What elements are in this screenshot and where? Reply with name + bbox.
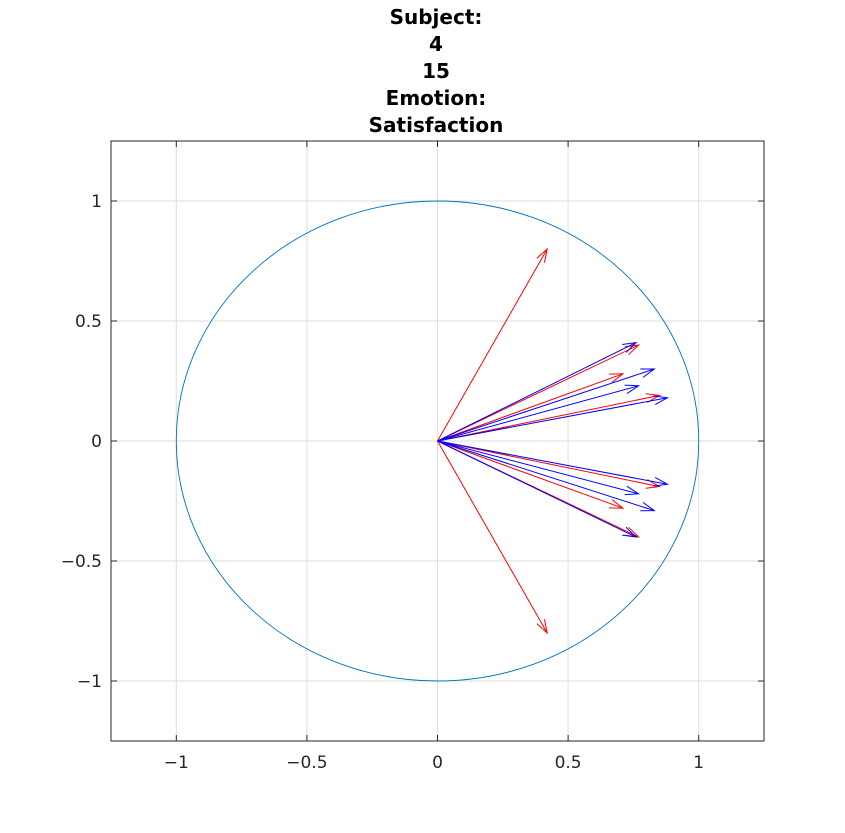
blue-arrow-shaft-4 <box>437 440 668 485</box>
red-arrow-head-5 <box>608 499 625 509</box>
red-arrow-head-2 <box>608 373 625 383</box>
blue-arrow-shaft-2 <box>437 385 639 442</box>
y-tick-label-2: 0 <box>91 432 102 452</box>
red-arrow-shaft-7 <box>437 440 548 634</box>
title-line-4: Emotion: <box>386 86 487 110</box>
x-tick-label-3: 0.5 <box>555 753 582 773</box>
y-tick-label-0: 1 <box>91 192 102 212</box>
red-arrow-4 <box>437 440 662 489</box>
blue-arrow-head-1 <box>640 368 656 378</box>
red-arrow-5 <box>437 440 625 509</box>
red-arrow-shaft-5 <box>437 440 624 509</box>
red-arrow-head-4 <box>645 479 662 489</box>
chart-title: Subject: 4 15 Emotion: Satisfaction <box>369 5 504 137</box>
title-line-5: Satisfaction <box>369 113 504 137</box>
red-arrow-3 <box>437 393 662 442</box>
blue-arrow-head-6 <box>640 501 656 512</box>
unit-circle <box>175 200 700 682</box>
red-arrow-2 <box>437 373 625 442</box>
x-tick-label-0: −1 <box>164 753 189 773</box>
title-line-2: 4 <box>429 32 443 56</box>
blue-arrow-1 <box>437 368 656 442</box>
red-arrow-0 <box>437 247 548 442</box>
x-tick-label-4: 1 <box>693 753 704 773</box>
y-tick-label-4: −1 <box>77 672 102 692</box>
red-arrow-shaft-1 <box>437 344 639 442</box>
red-arrow-shaft-0 <box>437 248 548 442</box>
x-tick-label-1: −0.5 <box>286 753 327 773</box>
red-arrow-head-3 <box>645 393 662 403</box>
blue-arrow-head-0 <box>622 341 638 353</box>
title-line-1: Subject: <box>390 5 483 29</box>
red-arrow-shaft-2 <box>437 373 624 442</box>
blue-arrow-shaft-3 <box>437 397 668 442</box>
blue-arrow-shaft-7 <box>437 440 637 538</box>
red-arrow-shaft-3 <box>437 394 660 442</box>
blue-arrow-head-7 <box>622 526 638 538</box>
blue-arrow-shaft-0 <box>437 342 637 442</box>
blue-arrow-6 <box>437 440 656 512</box>
red-arrow-7 <box>437 440 548 635</box>
plot-area <box>175 200 700 682</box>
blue-arrow-4 <box>437 440 669 487</box>
x-tick-label-2: 0 <box>432 753 443 773</box>
blue-arrow-head-3 <box>653 395 669 406</box>
title-line-3: 15 <box>422 59 450 83</box>
red-arrow-head-7 <box>536 619 548 635</box>
blue-arrow-head-2 <box>624 384 641 394</box>
blue-arrow-shaft-6 <box>437 440 655 512</box>
blue-arrow-shaft-5 <box>437 440 639 495</box>
blue-arrow-2 <box>437 384 641 442</box>
blue-arrow-3 <box>437 395 669 442</box>
red-arrow-head-0 <box>536 247 548 263</box>
blue-arrow-head-5 <box>624 485 641 496</box>
y-tick-label-1: 0.5 <box>75 312 102 332</box>
blue-arrow-head-4 <box>653 476 669 487</box>
blue-arrow-0 <box>437 341 638 442</box>
blue-arrow-7 <box>437 440 638 538</box>
blue-arrow-5 <box>437 440 641 496</box>
axes: −1 −0.5 0 0.5 1 1 0.5 0 −0.5 −1 <box>61 140 765 773</box>
y-tick-label-3: −0.5 <box>61 552 102 572</box>
red-arrow-shaft-4 <box>437 440 660 488</box>
blue-arrow-shaft-1 <box>437 368 655 442</box>
